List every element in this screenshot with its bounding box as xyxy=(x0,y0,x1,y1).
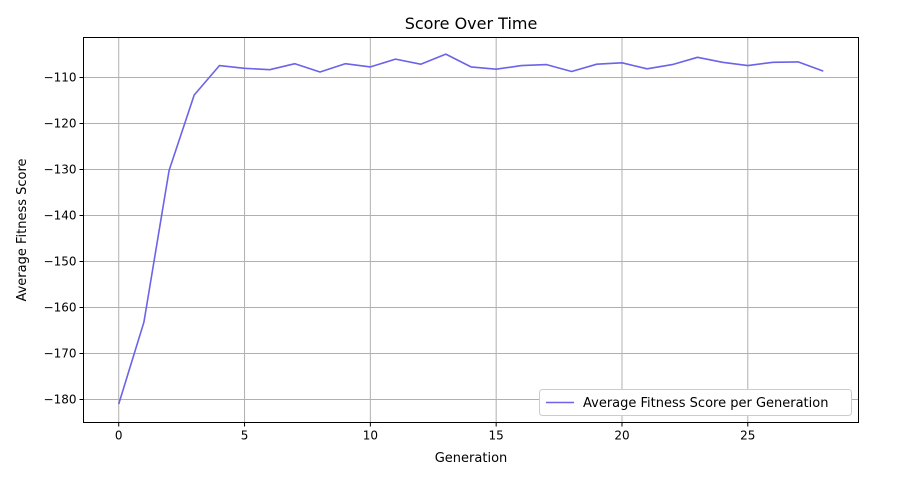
plot-frame xyxy=(83,37,859,423)
series xyxy=(117,53,824,405)
y-tick-label: −180 xyxy=(44,393,77,407)
series-line xyxy=(117,53,824,405)
y-tick-label: −110 xyxy=(44,71,77,85)
x-tick-label: 20 xyxy=(614,429,629,443)
legend: Average Fitness Score per Generation xyxy=(539,389,852,416)
y-axis-label: Average Fitness Score xyxy=(15,158,30,301)
grid xyxy=(83,37,859,423)
legend-label: Average Fitness Score per Generation xyxy=(583,396,828,411)
y-tick-label: −130 xyxy=(44,163,77,177)
x-axis-label: Generation xyxy=(435,451,508,466)
ticks: 0 5 10 15 20 25 −180 −170 −160 −150 −140 −130 −120 −1… xyxy=(44,71,756,443)
x-tick-label: 0 xyxy=(115,429,123,443)
chart-title: Score Over Time xyxy=(405,14,538,33)
x-tick-label: 5 xyxy=(241,429,249,443)
y-tick-label: −120 xyxy=(44,117,77,131)
x-tick-label: 25 xyxy=(740,429,755,443)
legend-box xyxy=(539,389,852,416)
x-tick-label: 10 xyxy=(363,429,378,443)
y-tick-label: −170 xyxy=(44,347,77,361)
y-tick-label: −160 xyxy=(44,301,77,315)
y-tick-label: −140 xyxy=(44,209,77,223)
y-tick-label: −150 xyxy=(44,255,77,269)
x-tick-label: 15 xyxy=(489,429,504,443)
